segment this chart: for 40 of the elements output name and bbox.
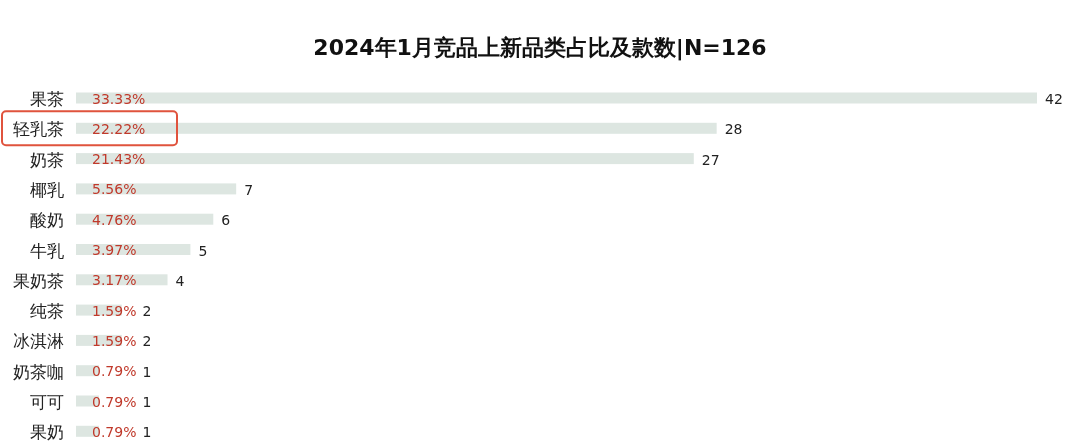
annotation: 0.79% bbox=[92, 363, 137, 380]
annotation: 21.43% bbox=[92, 151, 146, 168]
y-tick-label: 可可 bbox=[30, 392, 64, 412]
bar bbox=[76, 122, 717, 134]
annotation: 0.79% bbox=[92, 393, 137, 410]
annotation: 22.22% bbox=[92, 120, 146, 137]
data-label: 2 bbox=[142, 303, 152, 320]
data-label: 1 bbox=[142, 424, 152, 441]
data-label: 6 bbox=[221, 212, 231, 229]
data-label: 1 bbox=[142, 363, 152, 380]
annotation: 5.56% bbox=[92, 181, 137, 198]
data-label: 7 bbox=[244, 181, 254, 198]
y-tick-label: 牛乳 bbox=[30, 240, 64, 261]
chart-title: 2024年1月竞品上新品类占比及款数|N=126 bbox=[313, 35, 767, 61]
annotation: 1.59% bbox=[92, 302, 137, 319]
y-tick-label: 轻乳茶 bbox=[13, 119, 64, 140]
y-tick-label: 纯茶 bbox=[30, 301, 64, 322]
annotation: 33.33% bbox=[92, 90, 146, 107]
y-tick-label: 酸奶 bbox=[30, 210, 64, 231]
y-tick-label: 奶茶 bbox=[30, 149, 64, 170]
annotation: 4.76% bbox=[92, 211, 137, 228]
annotation: 3.17% bbox=[92, 272, 137, 289]
y-tick-label: 奶茶咖 bbox=[13, 361, 64, 382]
annotation: 1.59% bbox=[92, 332, 137, 349]
data-label: 2 bbox=[142, 333, 152, 350]
data-label: 42 bbox=[1045, 91, 1063, 107]
bar bbox=[76, 153, 694, 165]
bar bbox=[76, 92, 1037, 104]
data-label: 27 bbox=[701, 151, 720, 168]
y-tick-label: 冰淇淋 bbox=[13, 331, 64, 352]
y-tick-label: 果奶 bbox=[30, 422, 64, 443]
data-label: 28 bbox=[724, 121, 743, 138]
y-tick-label: 果奶茶 bbox=[13, 270, 64, 291]
y-tick-label: 椰乳 bbox=[30, 179, 64, 200]
annotation: 0.79% bbox=[92, 423, 137, 440]
data-label: 1 bbox=[142, 394, 152, 410]
data-label: 5 bbox=[198, 242, 208, 259]
data-label: 4 bbox=[175, 272, 185, 289]
y-tick-label: 果茶 bbox=[30, 89, 64, 109]
annotation: 3.97% bbox=[92, 242, 137, 258]
